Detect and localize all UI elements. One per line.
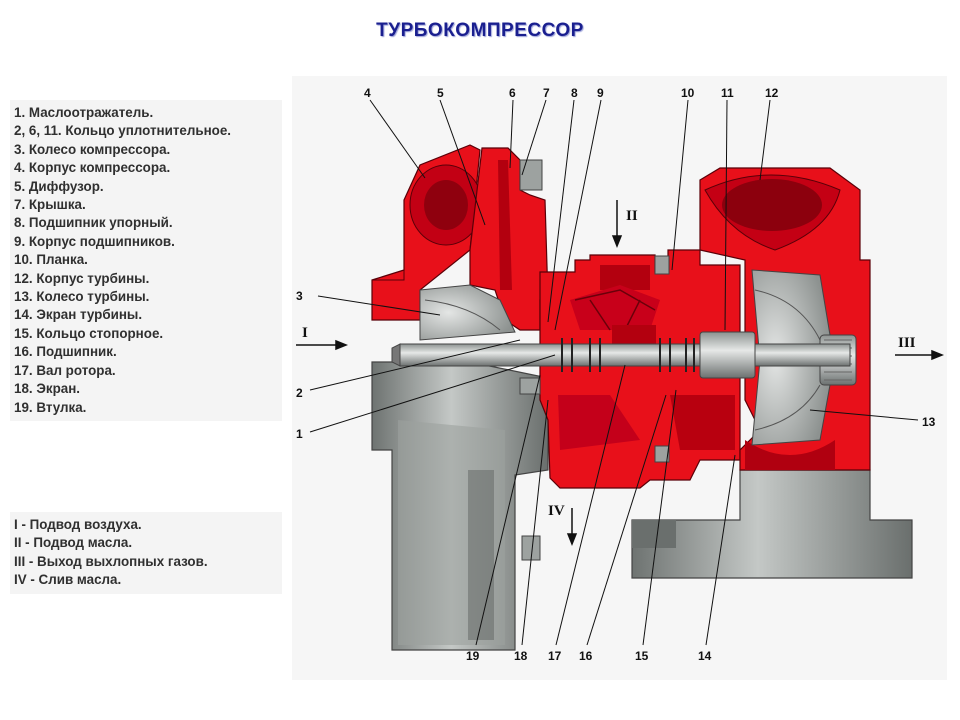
turbine-mounting-flange bbox=[631, 469, 913, 579]
callout-8: 8 bbox=[571, 86, 578, 100]
diffuser-and-cover bbox=[469, 147, 549, 331]
flow-label-I: I bbox=[302, 325, 308, 341]
flow-arrows bbox=[296, 200, 945, 547]
callout-5: 5 bbox=[437, 86, 444, 100]
callout-18: 18 bbox=[514, 649, 528, 663]
fasteners bbox=[519, 255, 670, 561]
parts-list: 1. Маслоотражатель. 2, 6, 11. Кольцо упло… bbox=[10, 100, 282, 421]
legend-part-item: 12. Корпус турбины. bbox=[14, 270, 150, 286]
callout-6: 6 bbox=[509, 86, 516, 100]
legend-part-item: 2, 6, 11. Кольцо уплотнительное. bbox=[14, 123, 232, 139]
callout-17: 17 bbox=[548, 649, 562, 663]
callout-4: 4 bbox=[364, 86, 371, 100]
callout-14: 14 bbox=[698, 649, 712, 663]
legend-part-item: 1. Маслоотражатель. bbox=[14, 105, 154, 120]
legend-flow-item: I - Подвод воздуха. bbox=[14, 517, 142, 532]
flow-label-III: III bbox=[898, 335, 916, 351]
legend-part-item: 7. Крышка. bbox=[14, 197, 86, 213]
legend-part-item: 15. Кольцо стопорное. bbox=[14, 325, 164, 341]
flow-label-II: II bbox=[626, 208, 638, 224]
legend-part-item: 13. Колесо турбины. bbox=[14, 289, 150, 305]
legend-flow-item: IV - Слив масла. bbox=[14, 572, 122, 588]
rotor-shaft bbox=[391, 331, 851, 379]
legend-part-item: 4. Корпус компрессора. bbox=[14, 160, 171, 176]
legend-part-item: 10. Планка. bbox=[14, 252, 88, 268]
callout-12: 12 bbox=[765, 86, 779, 100]
legend-part-item: 14. Экран турбины. bbox=[14, 307, 143, 323]
legend-flow-item: II - Подвод масла. bbox=[14, 535, 133, 551]
callout-16: 16 bbox=[579, 649, 593, 663]
page-title: ТУРБОКОМПРЕССОР bbox=[376, 20, 584, 41]
flow-label-IV: IV bbox=[548, 503, 565, 519]
callout-1: 1 bbox=[296, 427, 303, 441]
flows-legend: I - Подвод воздуха. II - Подвод масла. III… bbox=[10, 512, 282, 594]
callout-3: 3 bbox=[296, 289, 303, 303]
compressor-wheel bbox=[419, 284, 516, 341]
legend-part-item: 5. Диффузор. bbox=[14, 178, 104, 194]
legend-part-item: 16. Подшипник. bbox=[14, 344, 117, 360]
callout-19: 19 bbox=[466, 649, 480, 663]
callout-10: 10 bbox=[681, 86, 695, 100]
legend-part-item: 17. Вал ротора. bbox=[14, 362, 116, 378]
legend-flow-item: III - Выход выхлопных газов. bbox=[14, 553, 208, 569]
legend-part-item: 18. Экран. bbox=[14, 381, 80, 397]
callout-7: 7 bbox=[543, 86, 550, 100]
leader-lines bbox=[309, 99, 919, 646]
legend-part-item: 8. Подшипник упорный. bbox=[14, 215, 173, 231]
callout-15: 15 bbox=[635, 649, 649, 663]
legend-part-item: 9. Корпус подшипников. bbox=[14, 233, 175, 249]
callout-9: 9 bbox=[597, 86, 604, 100]
parts-legend: 1. Маслоотражатель. 2, 6, 11. Кольцо упло… bbox=[10, 100, 282, 421]
compressor-housing-lower bbox=[371, 361, 549, 651]
callout-13: 13 bbox=[922, 415, 936, 429]
callout-11: 11 bbox=[721, 86, 734, 100]
callout-2: 2 bbox=[296, 386, 303, 400]
legend-part-item: 3. Колесо компрессора. bbox=[14, 141, 171, 157]
legend-part-item: 19. Втулка. bbox=[14, 399, 87, 415]
